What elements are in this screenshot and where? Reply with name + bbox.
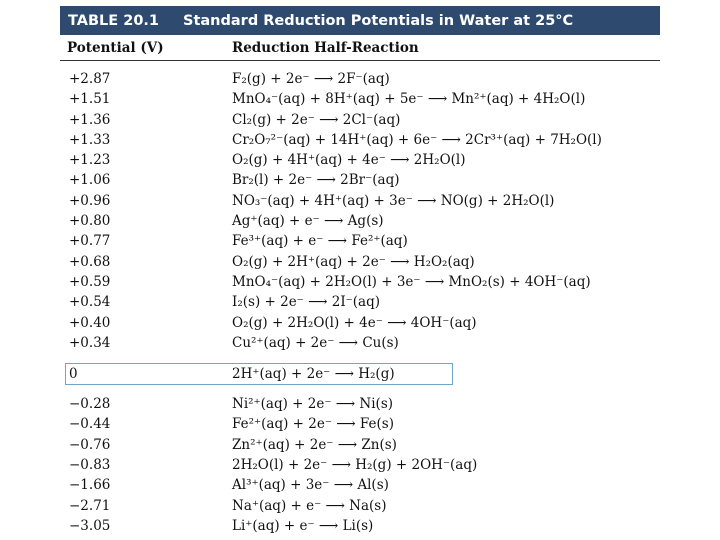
- potential-value: +1.51: [69, 91, 111, 108]
- potential-value: −3.05: [69, 517, 111, 534]
- potential-value: −0.28: [69, 396, 111, 413]
- half-reaction: Cl₂(g) + 2e⁻ ⟶ 2Cl⁻(aq): [232, 111, 401, 128]
- half-reaction: 2H₂O(l) + 2e⁻ ⟶ H₂(g) + 2OH⁻(aq): [232, 457, 478, 474]
- half-reaction: MnO₄⁻(aq) + 8H⁺(aq) + 5e⁻ ⟶ Mn²⁺(aq) + 4…: [232, 91, 586, 108]
- potential-value: +0.77: [69, 233, 111, 250]
- half-reaction: Cu²⁺(aq) + 2e⁻ ⟶ Cu(s): [232, 334, 399, 351]
- table-row: +0.54 I₂(s) + 2e⁻ ⟶ 2I⁻(aq): [60, 292, 660, 312]
- table-row: −0.44 Fe²⁺(aq) + 2e⁻ ⟶ Fe(s): [60, 414, 660, 434]
- potential-value: −1.66: [69, 477, 111, 494]
- table-number: TABLE 20.1: [68, 12, 160, 29]
- half-reaction: I₂(s) + 2e⁻ ⟶ 2I⁻(aq): [232, 294, 381, 311]
- table-row: −2.71 Na⁺(aq) + e⁻ ⟶ Na(s): [60, 496, 660, 516]
- table-row: −0.28 Ni²⁺(aq) + 2e⁻ ⟶ Ni(s): [60, 394, 660, 414]
- highlight-box: [65, 363, 453, 386]
- potential-value: −0.83: [69, 457, 111, 474]
- reaction-column-header: Reduction Half-Reaction: [232, 40, 419, 56]
- potential-value: 0: [69, 366, 78, 383]
- half-reaction: NO₃⁻(aq) + 4H⁺(aq) + 3e⁻ ⟶ NO(g) + 2H₂O(…: [232, 192, 555, 209]
- table-row: +1.33 Cr₂O₇²⁻(aq) + 14H⁺(aq) + 6e⁻ ⟶ 2Cr³…: [60, 130, 660, 150]
- half-reaction: Na⁺(aq) + e⁻ ⟶ Na(s): [232, 497, 387, 514]
- half-reaction: Cr₂O₇²⁻(aq) + 14H⁺(aq) + 6e⁻ ⟶ 2Cr³⁺(aq)…: [232, 131, 602, 148]
- potential-value: +0.40: [69, 314, 111, 331]
- half-reaction: Ag⁺(aq) + e⁻ ⟶ Ag(s): [232, 213, 384, 230]
- half-reaction: Zn²⁺(aq) + 2e⁻ ⟶ Zn(s): [232, 436, 397, 453]
- potential-value: +0.34: [69, 334, 111, 351]
- table-row: −0.76 Zn²⁺(aq) + 2e⁻ ⟶ Zn(s): [60, 435, 660, 455]
- potential-value: +2.87: [69, 71, 111, 87]
- potential-value: −2.71: [69, 497, 111, 514]
- table-title: Standard Reduction Potentials in Water a…: [183, 12, 574, 29]
- half-reaction: Br₂(l) + 2e⁻ ⟶ 2Br⁻(aq): [232, 172, 400, 189]
- table-row: +1.23 O₂(g) + 4H⁺(aq) + 4e⁻ ⟶ 2H₂O(l): [60, 150, 660, 170]
- table-row: +0.96 NO₃⁻(aq) + 4H⁺(aq) + 3e⁻ ⟶ NO(g) + …: [60, 191, 660, 211]
- table-row: −3.05 Li⁺(aq) + e⁻ ⟶ Li(s): [60, 516, 660, 536]
- table-row: +2.87 F₂(g) + 2e⁻ ⟶ 2F⁻(aq): [60, 69, 660, 89]
- table-row: +0.59 MnO₄⁻(aq) + 2H₂O(l) + 3e⁻ ⟶ MnO₂(s)…: [60, 272, 660, 292]
- potential-value: +0.80: [69, 213, 111, 230]
- table-row: +0.68 O₂(g) + 2H⁺(aq) + 2e⁻ ⟶ H₂O₂(aq): [60, 252, 660, 272]
- half-reaction: Al³⁺(aq) + 3e⁻ ⟶ Al(s): [232, 477, 389, 494]
- half-reaction: 2H⁺(aq) + 2e⁻ ⟶ H₂(g): [232, 366, 395, 383]
- half-reaction: Li⁺(aq) + e⁻ ⟶ Li(s): [232, 517, 374, 534]
- table-row: +1.06 Br₂(l) + 2e⁻ ⟶ 2Br⁻(aq): [60, 170, 660, 190]
- table-header-row: Potential (V) Reduction Half-Reaction: [60, 35, 660, 61]
- standard-hydrogen-row: 0 2H⁺(aq) + 2e⁻ ⟶ H₂(g): [60, 363, 660, 386]
- table-row: +1.36 Cl₂(g) + 2e⁻ ⟶ 2Cl⁻(aq): [60, 110, 660, 130]
- table-row: +0.40 O₂(g) + 2H₂O(l) + 4e⁻ ⟶ 4OH⁻(aq): [60, 313, 660, 333]
- potential-column-header: Potential (V): [67, 40, 164, 56]
- table-row: −1.66 Al³⁺(aq) + 3e⁻ ⟶ Al(s): [60, 475, 660, 495]
- half-reaction: Fe²⁺(aq) + 2e⁻ ⟶ Fe(s): [232, 416, 394, 433]
- negative-potential-rows: −0.28 Ni²⁺(aq) + 2e⁻ ⟶ Ni(s) −0.44 Fe²⁺(aq)…: [60, 394, 660, 536]
- potential-value: +0.96: [69, 192, 111, 209]
- potential-value: +1.06: [69, 172, 111, 189]
- half-reaction: F₂(g) + 2e⁻ ⟶ 2F⁻(aq): [232, 71, 390, 87]
- table-row: +0.34 Cu²⁺(aq) + 2e⁻ ⟶ Cu(s): [60, 333, 660, 353]
- half-reaction: Fe³⁺(aq) + e⁻ ⟶ Fe²⁺(aq): [232, 233, 408, 250]
- half-reaction: O₂(g) + 4H⁺(aq) + 4e⁻ ⟶ 2H₂O(l): [232, 152, 466, 169]
- potential-value: +0.54: [69, 294, 111, 311]
- table-row: +0.80 Ag⁺(aq) + e⁻ ⟶ Ag(s): [60, 211, 660, 231]
- potential-value: −0.76: [69, 436, 111, 453]
- half-reaction: O₂(g) + 2H⁺(aq) + 2e⁻ ⟶ H₂O₂(aq): [232, 253, 475, 270]
- reduction-potentials-table: TABLE 20.1 Standard Reduction Potentials…: [60, 6, 660, 536]
- potential-value: +1.36: [69, 111, 111, 128]
- positive-potential-rows: +2.87 F₂(g) + 2e⁻ ⟶ 2F⁻(aq) +1.51 MnO₄⁻(aq)…: [60, 69, 660, 353]
- potential-value: +1.33: [69, 131, 111, 148]
- table-row: −0.83 2H₂O(l) + 2e⁻ ⟶ H₂(g) + 2OH⁻(aq): [60, 455, 660, 475]
- potential-value: +0.59: [69, 273, 111, 290]
- table-row: +0.77 Fe³⁺(aq) + e⁻ ⟶ Fe²⁺(aq): [60, 231, 660, 251]
- potential-value: +0.68: [69, 253, 111, 270]
- half-reaction: MnO₄⁻(aq) + 2H₂O(l) + 3e⁻ ⟶ MnO₂(s) + 4O…: [232, 273, 591, 290]
- potential-value: +1.23: [69, 152, 111, 169]
- potential-value: −0.44: [69, 416, 111, 433]
- half-reaction: O₂(g) + 2H₂O(l) + 4e⁻ ⟶ 4OH⁻(aq): [232, 314, 477, 331]
- table-title-bar: TABLE 20.1 Standard Reduction Potentials…: [60, 6, 660, 35]
- half-reaction: Ni²⁺(aq) + 2e⁻ ⟶ Ni(s): [232, 396, 394, 413]
- table-row: +1.51 MnO₄⁻(aq) + 8H⁺(aq) + 5e⁻ ⟶ Mn²⁺(aq…: [60, 89, 660, 109]
